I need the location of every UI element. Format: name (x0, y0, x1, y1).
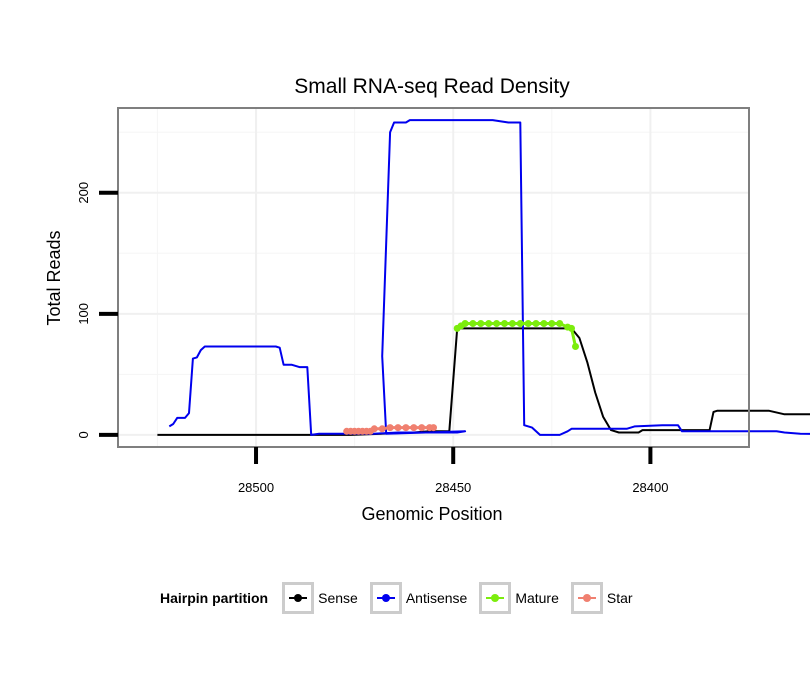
legend-title: Hairpin partition (160, 590, 269, 606)
x-tick-label: 28450 (435, 480, 471, 495)
y-tick-label: 0 (76, 431, 91, 438)
data-point-mature (477, 320, 485, 327)
chart-title: Small RNA-seq Read Density (294, 75, 570, 98)
legend-label-star: Star (606, 590, 633, 606)
data-point-mature (548, 320, 556, 327)
data-point-mature (493, 320, 501, 327)
data-point-mature (508, 320, 516, 327)
plot-border (117, 107, 750, 448)
legend-item-mature: Mature (479, 582, 565, 614)
data-point-mature (556, 320, 564, 327)
plot-background (118, 108, 749, 447)
legend-key-mature (479, 582, 512, 614)
data-point-mature (485, 320, 493, 327)
data-point-mature (516, 320, 524, 327)
data-point-mature (540, 320, 548, 327)
data-point-mature (524, 320, 532, 327)
data-point-star (402, 424, 410, 432)
y-axis-label: Total Reads (44, 230, 64, 325)
data-point-mature (461, 320, 469, 327)
data-point-star (378, 425, 386, 433)
data-point-mature (572, 343, 579, 350)
y-tick-label: 100 (76, 303, 91, 325)
legend-item-sense: Sense (282, 582, 364, 614)
legend-key-sense (282, 582, 315, 614)
data-point-mature (469, 320, 477, 327)
legend-item-star: Star (570, 582, 639, 614)
data-point-mature (532, 320, 540, 327)
data-point-star (370, 425, 378, 433)
axes: 28500 28450 28400 0 100 200 (76, 182, 668, 495)
data-point-star (394, 424, 402, 432)
legend-label-sense: Sense (318, 590, 358, 606)
x-tick-label: 28400 (632, 480, 668, 495)
data-point-star (386, 424, 394, 432)
legend-key-antisense (369, 582, 402, 614)
data-point-star (410, 424, 418, 432)
data-point-mature (501, 320, 508, 327)
x-axis-label: Genomic Position (361, 504, 502, 524)
data-point-mature (568, 324, 575, 332)
legend-label-mature: Mature (515, 590, 559, 606)
data-point-star (418, 424, 426, 432)
legend-label-antisense: Antisense (405, 590, 468, 606)
legend: Hairpin partition Sense Antisense Mature… (160, 578, 645, 618)
data-point-star (430, 424, 437, 432)
legend-key-star (570, 582, 603, 614)
y-tick-label: 200 (76, 182, 91, 204)
legend-item-antisense: Antisense (369, 582, 473, 614)
series-layer (157, 119, 810, 436)
x-tick-label: 28500 (238, 480, 274, 495)
series-line-antisense (168, 119, 810, 436)
